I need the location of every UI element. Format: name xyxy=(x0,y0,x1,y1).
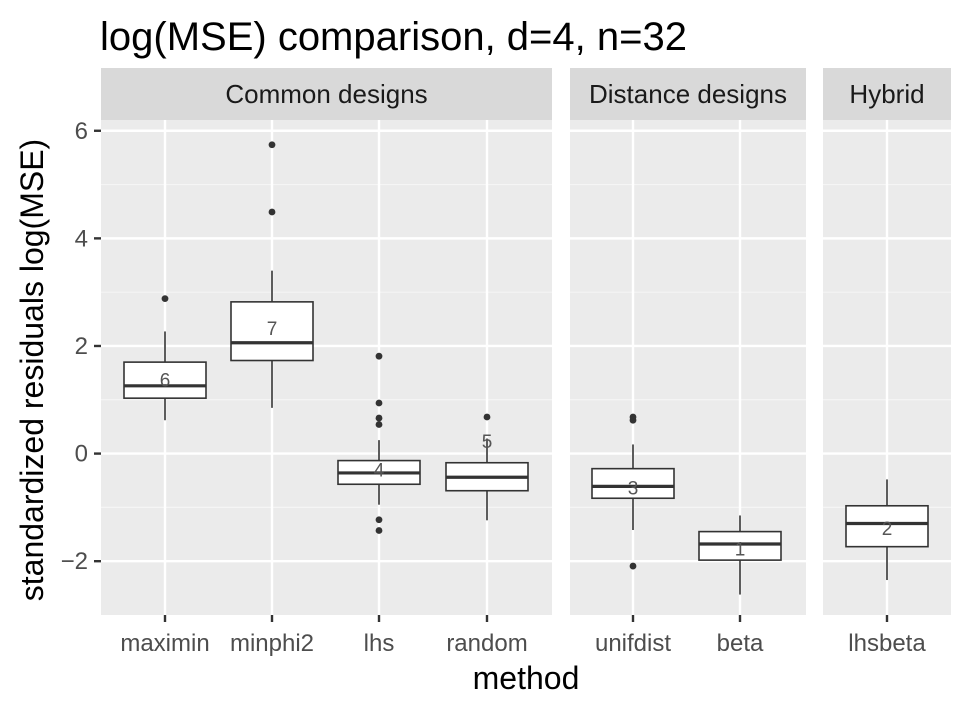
box-iqr xyxy=(845,504,929,548)
box-unifdist: 3 unifdist xyxy=(591,413,675,657)
outlier-point xyxy=(268,208,276,216)
strip-background xyxy=(570,68,806,120)
outlier-point xyxy=(375,399,383,407)
y-tick-label: −2 xyxy=(61,548,88,575)
x-tick-label: lhsbeta xyxy=(848,630,926,657)
outlier-point xyxy=(483,413,491,421)
box-lhsbeta: 2 lhsbeta xyxy=(845,479,929,657)
box-maximin: 6 maximin xyxy=(120,295,210,657)
strip-background xyxy=(101,68,552,120)
y-tick-label: 2 xyxy=(75,333,88,360)
outlier-point xyxy=(375,414,383,422)
rank-label: 6 xyxy=(160,370,171,391)
strip-label: Hybrid xyxy=(849,79,924,109)
y-tick-label: 6 xyxy=(75,118,88,145)
outlier-point xyxy=(629,562,637,570)
facet-panels: Common designs 6 maximin 7 minphi2 4 lhs 5 rando… xyxy=(101,68,951,657)
x-tick-label: lhs xyxy=(364,630,395,657)
rank-label: 1 xyxy=(735,539,746,560)
x-tick-label: maximin xyxy=(120,630,209,657)
x-tick-label: random xyxy=(446,630,527,657)
box-lhs: 4 lhs xyxy=(337,352,421,657)
outlier-point xyxy=(161,295,169,303)
chart-title: log(MSE) comparison, d=4, n=32 xyxy=(100,15,687,59)
x-tick-label: beta xyxy=(717,630,764,657)
strip-label: Common designs xyxy=(225,79,427,109)
box-iqr xyxy=(591,467,675,500)
facet-panel: Distance designs 3 unifdist 1 beta xyxy=(570,68,806,657)
strip-label: Distance designs xyxy=(589,79,787,109)
rank-label: 2 xyxy=(882,519,893,540)
box-minphi2: 7 minphi2 xyxy=(230,141,314,657)
rank-label: 4 xyxy=(374,461,385,482)
rank-label: 5 xyxy=(482,432,493,453)
outlier-point xyxy=(375,421,383,428)
strip-background xyxy=(823,68,951,120)
box-iqr xyxy=(123,361,207,399)
facet-panel: Hybrid 2 lhsbeta xyxy=(823,68,951,657)
outlier-point xyxy=(268,141,276,149)
x-tick-label: unifdist xyxy=(595,630,671,657)
facet-panel: Common designs 6 maximin 7 minphi2 4 lhs 5 rando… xyxy=(101,68,552,657)
box-beta: 1 beta xyxy=(698,515,782,657)
x-tick-label: minphi2 xyxy=(230,630,314,657)
y-axis: −2 0 2 4 6 xyxy=(61,118,101,575)
y-tick-label: 4 xyxy=(75,225,88,252)
y-axis-title: standardized residuals log(MSE) xyxy=(14,139,50,601)
box-random: 5 random xyxy=(445,413,529,657)
box-iqr xyxy=(230,301,314,362)
rank-label: 3 xyxy=(628,478,639,499)
outlier-point xyxy=(375,516,383,524)
y-tick-label: 0 xyxy=(75,441,88,468)
outlier-point xyxy=(629,413,637,421)
x-axis-title: method xyxy=(473,660,580,696)
outlier-point xyxy=(375,527,383,534)
box-iqr xyxy=(698,530,782,561)
outlier-point xyxy=(375,352,383,360)
rank-label: 7 xyxy=(267,319,278,340)
